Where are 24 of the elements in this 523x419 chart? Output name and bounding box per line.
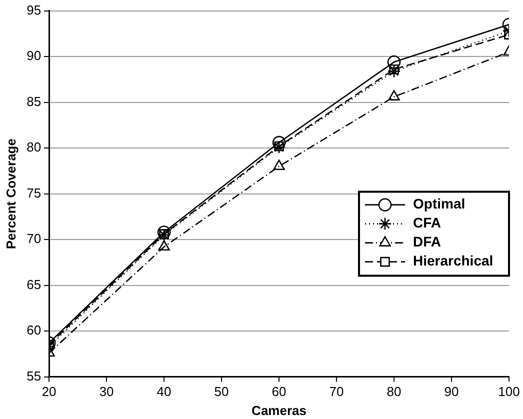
x-tick-label: 100	[498, 384, 520, 400]
y-tick-label: 90	[26, 48, 42, 64]
x-tick-label: 30	[99, 384, 114, 400]
x-tick-label: 50	[214, 384, 229, 400]
legend-label: CFA	[413, 214, 441, 231]
x-tick-label: 70	[329, 384, 344, 400]
x-axis-title: Cameras	[252, 402, 306, 418]
y-tick-label: 70	[26, 231, 42, 246]
legend-label: Optimal	[413, 196, 466, 212]
y-tick-label: 60	[26, 322, 42, 338]
y-axis-title: Percent Coverage	[3, 138, 18, 250]
y-tick-label: 55	[26, 368, 42, 384]
y-tick-label: 65	[26, 276, 42, 292]
legend-label: DFA	[413, 234, 441, 250]
y-tick-label: 95	[26, 2, 42, 18]
x-tick-label: 80	[386, 384, 402, 400]
x-tick-label: 90	[444, 384, 459, 400]
x-tick-label: 60	[272, 384, 286, 400]
x-tick-label: 40	[156, 384, 172, 400]
y-tick-label: 85	[26, 94, 42, 109]
legend-label: Hierarchical	[413, 252, 494, 269]
x-tick-label: 20	[42, 384, 56, 400]
y-tick-label: 75	[26, 185, 42, 200]
y-tick-label: 80	[26, 140, 42, 155]
